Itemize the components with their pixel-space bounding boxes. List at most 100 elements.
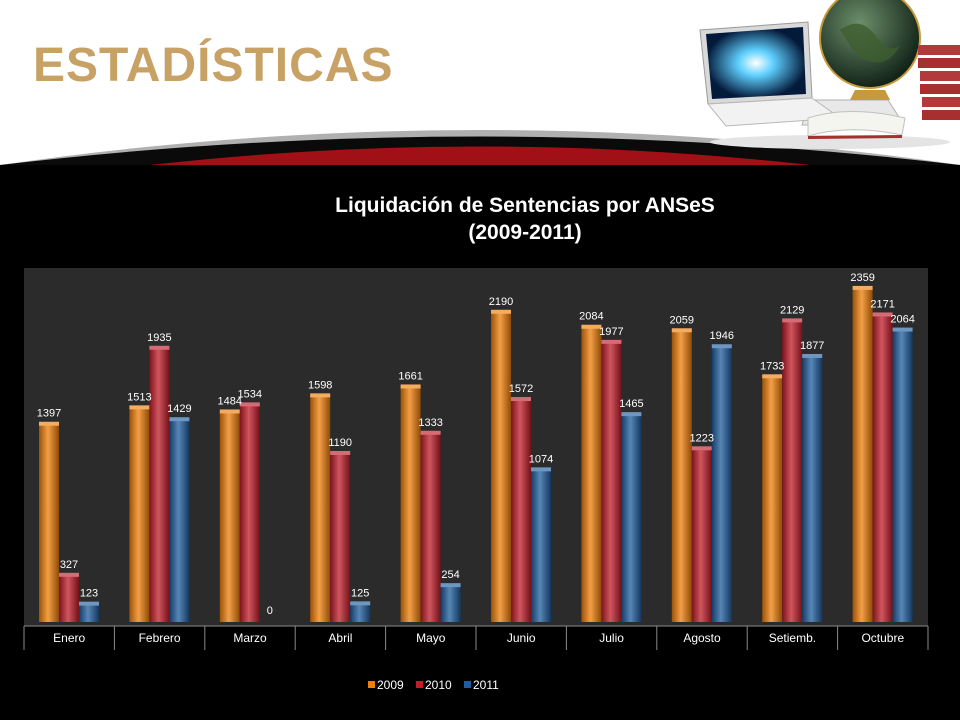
chart-bars: [39, 285, 913, 622]
bar-2011-enero: [79, 604, 99, 622]
data-label-2011-abril: 125: [351, 587, 369, 599]
bar-cap-2009-octubre: [852, 285, 873, 290]
x-axis: Enero Febrero Marzo Abril Mayo Junio Julio Agos…: [23, 625, 929, 650]
bar-2010-marzo: [239, 405, 260, 622]
data-label-2010-julio: 1977: [599, 326, 623, 338]
bar-2009-febrero: [129, 408, 150, 622]
chart-legend: 2009 2010 2011: [340, 678, 520, 692]
bar-2009-marzo: [219, 412, 240, 622]
legend-item-2009: 2009: [368, 678, 404, 692]
x-tick-label: Junio: [507, 631, 536, 645]
data-label-2009-julio: 2084: [579, 311, 603, 323]
data-label-2009-febrero: 1513: [127, 391, 151, 403]
legend-swatch: [416, 681, 423, 688]
bar-2009-setiemb: [762, 377, 783, 622]
bar-cap-2010-abril: [330, 450, 351, 455]
bar-cap-2011-mayo: [440, 583, 461, 588]
data-label-2011-setiemb: 1877: [800, 340, 824, 352]
bar-2010-abril: [330, 453, 351, 622]
bar-cap-2010-marzo: [239, 402, 260, 407]
x-tick-label: Marzo: [233, 631, 267, 645]
bar-cap-2011-setiemb: [802, 353, 823, 358]
bar-cap-2010-febrero: [149, 345, 170, 350]
bar-2009-mayo: [400, 387, 421, 622]
data-label-2010-enero: 327: [60, 559, 78, 571]
bar-2011-mayo: [440, 586, 461, 622]
legend-label: 2009: [377, 678, 404, 692]
legend-label: 2011: [473, 678, 499, 692]
bar-cap-2011-febrero: [169, 417, 190, 422]
x-tick-label: Mayo: [416, 631, 446, 645]
data-label-2011-mayo: 254: [441, 569, 459, 581]
data-label-2010-agosto: 1223: [690, 432, 714, 444]
chart-subtitle: (2009-2011): [468, 221, 582, 244]
bar-2009-enero: [39, 424, 59, 622]
bar-2011-setiemb: [802, 356, 823, 622]
data-label-2009-abril: 1598: [308, 379, 332, 391]
legend-label: 2010: [425, 678, 452, 692]
data-label-2010-mayo: 1333: [418, 417, 442, 429]
x-tick-label: Enero: [53, 631, 85, 645]
legend-swatch: [464, 681, 471, 688]
x-tick-label: Setiemb.: [769, 631, 816, 645]
data-label-2011-octubre: 2064: [890, 314, 914, 326]
bar-2009-octubre: [852, 288, 873, 622]
bar-cap-2010-setiemb: [782, 318, 803, 323]
page-title: ESTADÍSTICAS: [33, 39, 394, 92]
data-label-2011-febrero: 1429: [167, 403, 191, 415]
bar-2011-agosto: [711, 347, 732, 622]
bar-cap-2009-junio: [491, 309, 511, 314]
bar-2010-octubre: [872, 315, 893, 622]
bar-cap-2011-junio: [531, 467, 551, 472]
chart-title: Liquidación de Sentencias por ANSeS: [335, 194, 715, 217]
bar-cap-2009-abril: [310, 393, 331, 398]
data-label-2009-mayo: 1661: [398, 370, 422, 382]
bar-2010-mayo: [420, 433, 441, 622]
bar-cap-2011-enero: [79, 601, 99, 606]
bar-cap-2010-enero: [59, 572, 79, 577]
bar-cap-2011-julio: [621, 412, 642, 417]
data-label-2010-junio: 1572: [509, 383, 533, 395]
bar-2011-febrero: [169, 420, 190, 622]
slide-header: ESTADÍSTICAS: [0, 0, 960, 165]
data-label-2010-setiemb: 2129: [780, 304, 804, 316]
data-label-2009-enero: 1397: [37, 408, 61, 420]
data-label-2009-agosto: 2059: [670, 314, 694, 326]
x-tick-label: Julio: [599, 631, 624, 645]
data-label-2010-febrero: 1935: [147, 332, 171, 344]
bar-cap-2009-febrero: [129, 405, 150, 410]
legend-swatch: [368, 681, 375, 688]
bar-cap-2011-abril: [350, 601, 371, 606]
bar-2010-agosto: [691, 449, 712, 622]
bar-2011-junio: [531, 470, 551, 622]
data-label-2011-junio: 1074: [529, 453, 553, 465]
legend-item-2010: 2010: [416, 678, 452, 692]
data-label-2009-octubre: 2359: [850, 272, 874, 284]
data-label-2011-agosto: 1946: [710, 330, 734, 342]
bar-2011-julio: [621, 415, 642, 622]
data-label-2010-abril: 1190: [328, 437, 352, 449]
x-tick-label: Febrero: [139, 631, 181, 645]
bar-cap-2010-julio: [601, 339, 622, 344]
bar-cap-2010-junio: [511, 397, 531, 402]
bar-2011-octubre: [892, 330, 913, 622]
chart-title-block: Liquidación de Sentencias por ANSeS (200…: [200, 192, 850, 246]
bar-cap-2011-agosto: [711, 344, 732, 349]
data-label-2010-octubre: 2171: [870, 298, 894, 310]
legend-item-2011: 2011: [464, 678, 499, 692]
bar-2011-abril: [350, 604, 371, 622]
bar-cap-2009-enero: [39, 421, 59, 426]
bar-2009-junio: [491, 312, 511, 622]
bar-2009-julio: [581, 327, 602, 622]
bar-2010-enero: [59, 575, 79, 622]
bar-2009-agosto: [671, 331, 692, 622]
bar-cap-2009-agosto: [671, 328, 692, 333]
data-label-2009-junio: 2190: [489, 296, 513, 308]
laptop-globe-books-icon: [699, 0, 960, 149]
bar-cap-2009-julio: [581, 324, 602, 329]
bar-2010-junio: [511, 400, 531, 622]
bar-cap-2009-setiemb: [762, 374, 783, 379]
bar-cap-2010-mayo: [420, 430, 441, 435]
